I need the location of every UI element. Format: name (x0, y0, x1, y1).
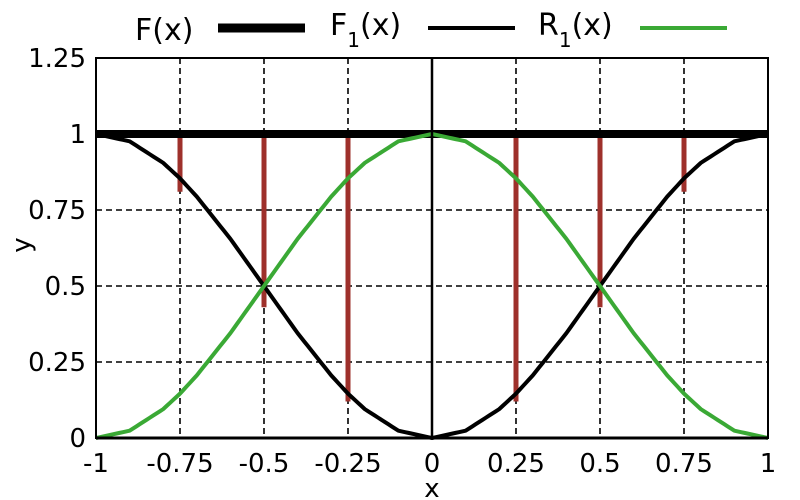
x-tick-label: -0.75 (146, 449, 213, 479)
x-tick-label: -1 (83, 449, 109, 479)
y-tick-label: 1.25 (28, 44, 86, 74)
y-tick-label: 0.5 (45, 272, 86, 302)
axes (95, 57, 769, 440)
legend: F(x) F1(x) R1(x) (135, 8, 727, 52)
legend-label-r1: R1(x) (538, 8, 613, 52)
x-tick-label: 1 (760, 449, 777, 479)
tick-labels: -1 -0.75 -0.5 -0.25 0 0.25 0.5 0.75 1 0 0.25 0.5 0.7… (28, 44, 776, 479)
legend-label-f1: F1(x) (330, 8, 401, 52)
x-tick-label: -0.25 (314, 449, 381, 479)
x-axis-label: x (424, 474, 439, 500)
y-tick-label: 0 (69, 424, 86, 454)
x-tick-label: -0.5 (239, 449, 290, 479)
x-tick-label: 0 (424, 449, 441, 479)
x-tick-label: 0.25 (487, 449, 545, 479)
y-tick-label: 1 (69, 120, 86, 150)
y-axis-label: y (7, 237, 37, 252)
x-tick-label: 0.75 (655, 449, 713, 479)
x-tick-label: 0.5 (579, 449, 620, 479)
y-tick-label: 0.25 (28, 348, 86, 378)
legend-label-f: F(x) (135, 13, 193, 48)
y-tick-label: 0.75 (28, 196, 86, 226)
